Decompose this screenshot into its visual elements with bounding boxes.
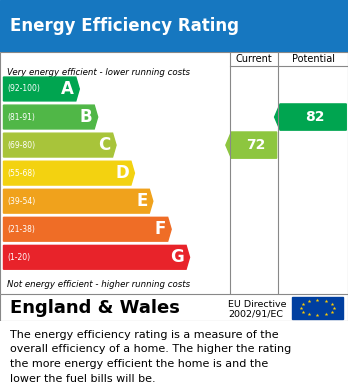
Polygon shape: [3, 217, 171, 241]
Text: (21-38): (21-38): [8, 225, 35, 234]
Polygon shape: [3, 246, 190, 269]
Text: D: D: [116, 164, 129, 182]
Text: F: F: [155, 220, 166, 238]
Text: G: G: [171, 248, 184, 266]
Polygon shape: [3, 161, 134, 185]
Text: the more energy efficient the home is and the: the more energy efficient the home is an…: [10, 359, 269, 369]
Text: A: A: [61, 80, 74, 98]
Text: 2002/91/EC: 2002/91/EC: [228, 309, 283, 318]
Polygon shape: [275, 104, 346, 130]
Text: Energy Efficiency Rating: Energy Efficiency Rating: [10, 17, 239, 35]
Text: 82: 82: [305, 110, 324, 124]
Text: B: B: [80, 108, 93, 126]
Text: The energy efficiency rating is a measure of the: The energy efficiency rating is a measur…: [10, 330, 279, 340]
Text: lower the fuel bills will be.: lower the fuel bills will be.: [10, 374, 156, 384]
Text: (55-68): (55-68): [8, 169, 36, 178]
Text: E: E: [136, 192, 148, 210]
Text: Very energy efficient - lower running costs: Very energy efficient - lower running co…: [7, 68, 190, 77]
Text: overall efficiency of a home. The higher the rating: overall efficiency of a home. The higher…: [10, 344, 292, 354]
Text: (1-20): (1-20): [8, 253, 31, 262]
Text: (81-91): (81-91): [8, 113, 35, 122]
Polygon shape: [3, 133, 116, 157]
Text: (92-100): (92-100): [8, 84, 40, 93]
Polygon shape: [3, 77, 79, 101]
Text: Potential: Potential: [292, 54, 335, 64]
Text: Current: Current: [236, 54, 272, 64]
Text: EU Directive: EU Directive: [228, 300, 286, 309]
Text: Not energy efficient - higher running costs: Not energy efficient - higher running co…: [7, 280, 190, 289]
Polygon shape: [226, 132, 277, 158]
Polygon shape: [3, 189, 153, 213]
Bar: [292, 297, 343, 319]
Text: 72: 72: [246, 138, 265, 152]
Text: (69-80): (69-80): [8, 141, 36, 150]
Text: C: C: [98, 136, 111, 154]
Text: England & Wales: England & Wales: [10, 299, 180, 317]
Polygon shape: [3, 105, 98, 129]
Text: (39-54): (39-54): [8, 197, 36, 206]
